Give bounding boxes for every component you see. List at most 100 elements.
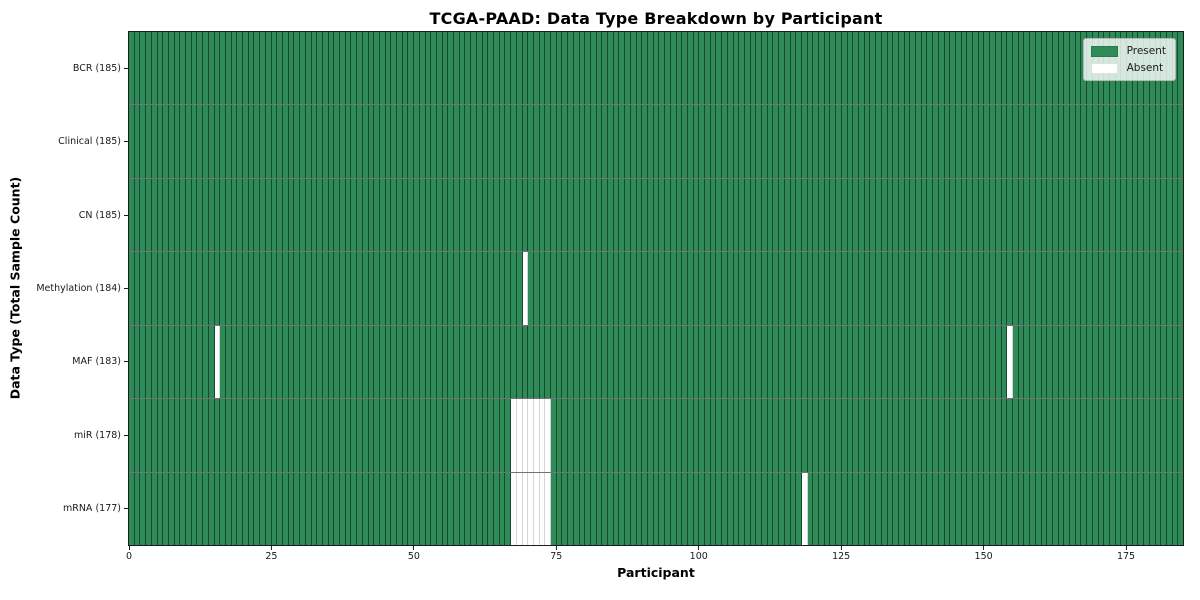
present-cell — [613, 32, 620, 105]
present-cell — [1047, 399, 1053, 472]
present-cell — [1092, 399, 1099, 472]
present-cell — [744, 178, 751, 252]
present-cell — [248, 325, 255, 399]
present-cell — [454, 252, 460, 325]
present-cell — [1087, 399, 1093, 472]
present-cell — [340, 105, 346, 178]
present-cell — [482, 32, 489, 105]
present-cell — [186, 325, 192, 399]
present-cell — [613, 178, 620, 252]
present-cell — [716, 252, 723, 325]
present-cell — [551, 32, 557, 105]
present-cell — [573, 325, 580, 399]
present-cell — [340, 399, 346, 472]
present-cell — [1052, 178, 1059, 252]
present-cell — [414, 399, 420, 472]
present-cell — [442, 252, 449, 325]
present-cell — [630, 472, 637, 545]
present-cell — [151, 178, 158, 252]
present-cell — [436, 252, 443, 325]
present-cell — [168, 325, 175, 399]
present-cell — [351, 178, 358, 252]
present-cell — [636, 32, 643, 105]
present-cell — [608, 325, 614, 399]
present-cell — [910, 252, 917, 325]
present-cell — [208, 399, 215, 472]
present-cell — [636, 399, 643, 472]
present-cell — [1001, 325, 1008, 399]
present-cell — [990, 105, 996, 178]
x-tick-125: 125 — [832, 546, 850, 562]
present-cell — [841, 32, 848, 105]
present-cell — [898, 252, 905, 325]
present-cell — [573, 105, 580, 178]
present-cell — [191, 472, 198, 545]
present-cell — [682, 105, 688, 178]
present-cell — [1172, 325, 1179, 399]
present-cell — [876, 252, 882, 325]
present-cell — [186, 32, 192, 105]
present-cell — [756, 178, 763, 252]
present-cell — [539, 252, 546, 325]
present-cell — [265, 472, 272, 545]
present-cell — [379, 399, 386, 472]
present-cell — [203, 105, 209, 178]
present-cell — [1092, 472, 1099, 545]
present-cell — [505, 252, 512, 325]
present-cell — [1007, 399, 1013, 472]
present-cell — [790, 105, 797, 178]
present-cell — [556, 472, 563, 545]
present-cell — [231, 178, 238, 252]
present-cell — [1070, 325, 1076, 399]
present-cell — [1138, 252, 1145, 325]
present-cell — [208, 325, 215, 399]
present-cell — [1172, 178, 1179, 252]
present-cell — [397, 472, 403, 545]
present-cell — [248, 105, 255, 178]
present-cell — [682, 399, 688, 472]
present-cell — [191, 105, 198, 178]
present-cell — [779, 252, 785, 325]
present-cell — [887, 105, 894, 178]
legend-label: Absent — [1126, 62, 1164, 74]
present-cell — [1127, 472, 1133, 545]
present-cell — [1127, 105, 1133, 178]
present-cell — [750, 178, 757, 252]
present-cell — [220, 325, 226, 399]
present-cell — [1018, 325, 1025, 399]
present-cell — [533, 105, 540, 178]
present-cell — [1104, 252, 1110, 325]
present-cell — [1115, 399, 1122, 472]
present-cell — [305, 252, 312, 325]
present-cell — [334, 105, 341, 178]
present-cell — [762, 105, 768, 178]
present-cell — [762, 32, 768, 105]
present-cell — [471, 325, 477, 399]
present-cell — [819, 32, 825, 105]
present-cell — [590, 32, 597, 105]
present-cell — [608, 472, 614, 545]
present-cell — [756, 399, 763, 472]
present-cell — [436, 178, 443, 252]
present-cell — [385, 399, 392, 472]
present-cell — [824, 472, 831, 545]
present-cell — [813, 32, 820, 105]
present-cell — [1007, 472, 1013, 545]
present-cell — [180, 325, 187, 399]
present-cell — [744, 105, 751, 178]
present-cell — [1041, 325, 1048, 399]
present-cell — [459, 472, 466, 545]
present-cell — [351, 325, 358, 399]
present-cell — [1109, 399, 1116, 472]
present-cell — [870, 325, 877, 399]
present-cell — [1172, 399, 1179, 472]
present-cell — [317, 105, 323, 178]
present-cell — [1161, 252, 1167, 325]
present-cell — [402, 472, 409, 545]
present-cell — [425, 472, 432, 545]
present-cell — [368, 105, 375, 178]
present-cell — [1064, 472, 1071, 545]
present-cell — [134, 252, 141, 325]
present-cell — [419, 399, 426, 472]
present-cell — [727, 325, 734, 399]
